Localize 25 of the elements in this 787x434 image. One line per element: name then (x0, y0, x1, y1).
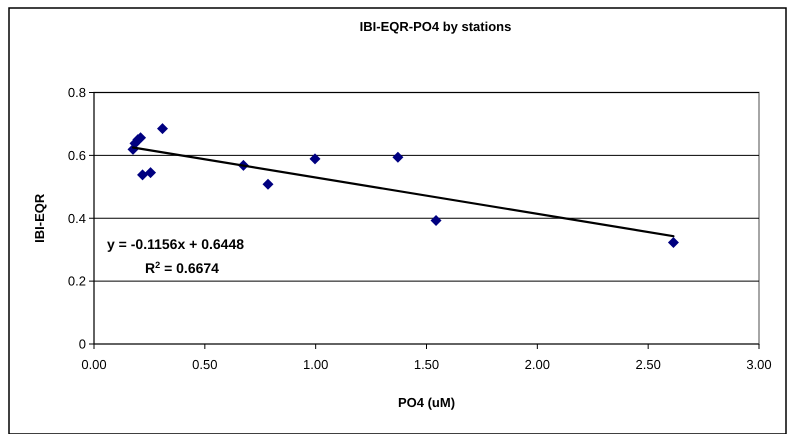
point (262, 178, 274, 190)
y-tick-label: 0.8 (68, 85, 86, 100)
point (668, 236, 679, 248)
y-axis-title: IBI-EQR (32, 193, 47, 243)
x-tick-label: 1.00 (303, 357, 328, 372)
x-tick-label: 2.50 (636, 357, 661, 372)
y-tick-label: 0.2 (68, 274, 86, 289)
annotation: R$^{2}$ = 0.6674 (145, 260, 220, 276)
x-tick-label: 2.00 (524, 357, 550, 372)
y-tick-label: 0 (78, 336, 86, 352)
point (145, 167, 156, 178)
annotation: y = -0.1156x + 0.6448 (107, 236, 244, 252)
x-tick-label: 0.50 (192, 357, 218, 372)
point (392, 152, 404, 163)
x-axis-title: PO4 (uM) (398, 395, 456, 410)
x-tick-label: 1.50 (414, 357, 440, 372)
point (137, 169, 148, 180)
y-tick-label: 0.4 (68, 210, 86, 226)
x-tick-label: 3.00 (746, 357, 772, 372)
y-tick-label: 0.6 (68, 148, 86, 163)
point (156, 123, 168, 134)
point (310, 153, 320, 164)
point (430, 214, 442, 226)
chart-title: IBI-EQR-PO4 by stations (360, 19, 512, 34)
x-tick-label: 0.00 (81, 357, 107, 372)
